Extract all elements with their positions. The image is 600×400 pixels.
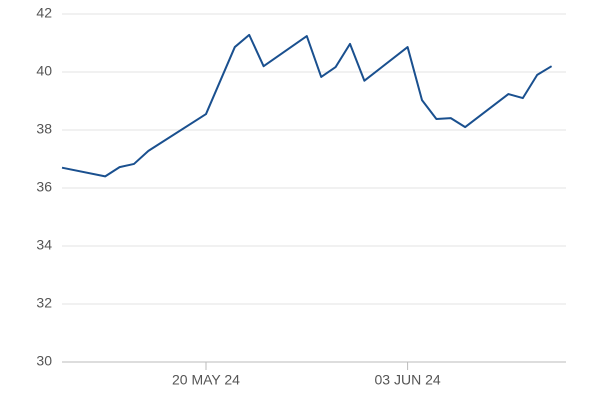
y-tick-label: 36	[36, 179, 52, 195]
y-tick-label: 32	[36, 295, 52, 311]
price-line	[61, 33, 553, 178]
y-tick-label: 30	[36, 353, 52, 369]
x-tick-label: 20 MAY 24	[172, 372, 240, 388]
x-tick-label: 03 JUN 24	[375, 372, 441, 388]
y-tick-label: 40	[36, 63, 52, 79]
y-tick-label: 38	[36, 121, 52, 137]
y-tick-label: 34	[36, 237, 52, 253]
y-tick-label: 42	[36, 5, 52, 21]
